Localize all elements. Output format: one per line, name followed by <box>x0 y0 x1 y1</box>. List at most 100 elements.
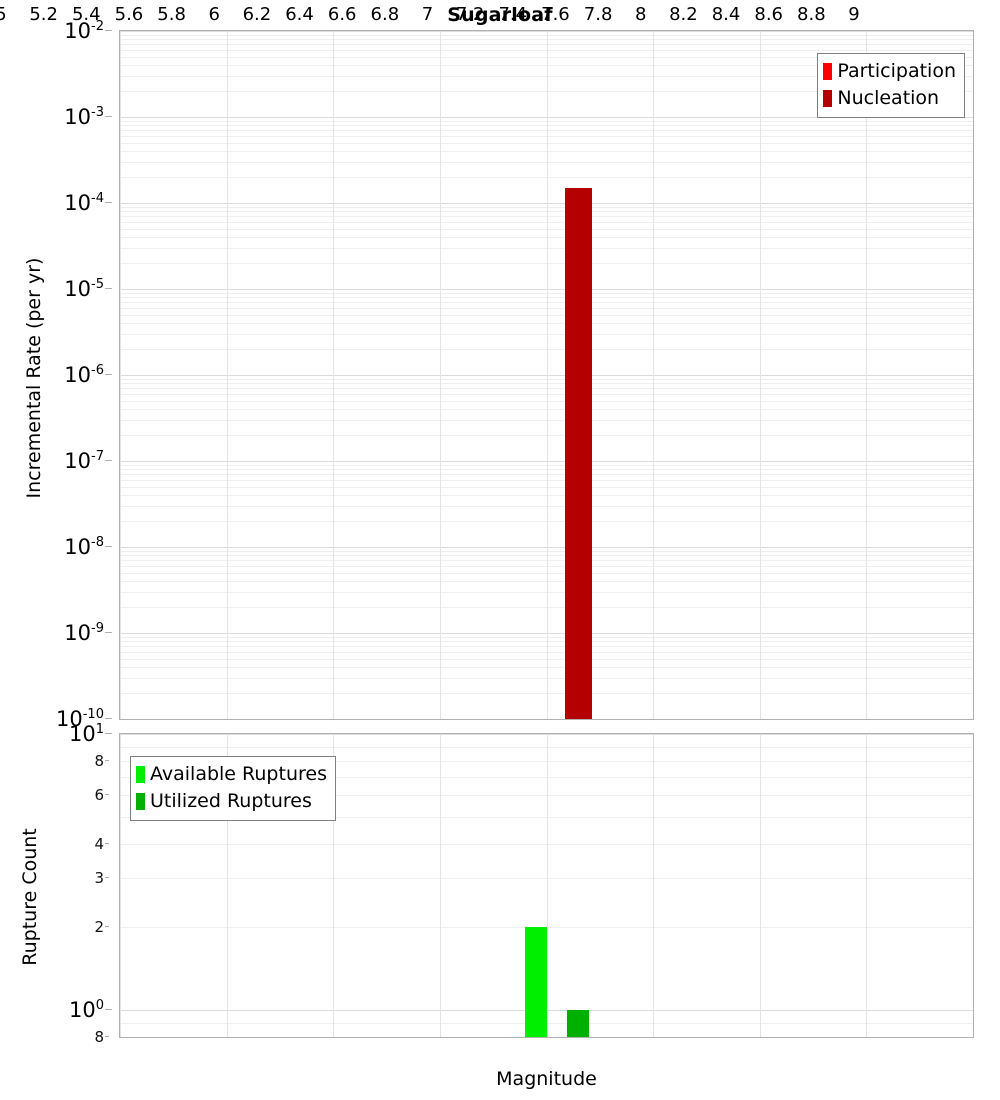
gridline-horizontal <box>120 555 973 557</box>
x-tick-label: 5.4 <box>71 4 101 25</box>
gridline-vertical <box>653 734 654 1037</box>
y-tick-label: 4 <box>94 834 104 853</box>
legend-label-available-ruptures: Available Ruptures <box>150 763 327 785</box>
legend-item-available-ruptures: Available Ruptures <box>136 761 327 788</box>
gridline-horizontal <box>120 469 973 471</box>
utilized-ruptures-swatch-icon <box>136 793 145 810</box>
y-tick-label: 10-7 <box>64 449 104 473</box>
y-tick-label: 8 <box>94 1028 104 1046</box>
gridline-horizontal <box>120 776 973 778</box>
y-tick-mark <box>105 116 112 117</box>
y-tick-mark <box>105 926 109 927</box>
x-tick-label: 7.6 <box>541 4 570 25</box>
gridline-horizontal <box>120 591 973 593</box>
x-tick-label: 8.8 <box>797 4 826 25</box>
y-tick-label: 10-6 <box>64 363 104 387</box>
gridline-vertical <box>760 734 761 1037</box>
y-axis-ticks-bottom: 101 8 6 4 3 2 100 8 <box>0 722 112 1046</box>
gridline-horizontal <box>120 795 973 797</box>
gridline-horizontal <box>120 161 973 163</box>
gridline-horizontal <box>120 843 973 845</box>
gridline-horizontal <box>120 117 973 118</box>
plot-area-top <box>120 31 973 719</box>
x-tick-label: 7.4 <box>498 4 528 25</box>
y-tick-mark <box>105 718 112 719</box>
y-tick-mark <box>105 374 112 375</box>
gridline-horizontal <box>120 658 973 660</box>
gridline-horizontal <box>120 151 973 153</box>
gridline-horizontal <box>120 31 973 32</box>
gridline-horizontal <box>120 125 973 127</box>
gridline-horizontal <box>120 435 973 437</box>
gridline-horizontal <box>120 607 973 609</box>
y-tick-mark <box>105 733 112 734</box>
gridline-horizontal <box>120 378 973 380</box>
y-tick-label: 10-5 <box>64 277 104 301</box>
gridline-horizontal <box>120 211 973 213</box>
y-tick-label: 10-8 <box>64 535 104 559</box>
gridline-horizontal <box>120 323 973 325</box>
gridline-horizontal <box>120 486 973 488</box>
page-title: Sugarloaf <box>447 4 553 26</box>
gridline-horizontal <box>120 247 973 249</box>
gridline-horizontal <box>120 130 973 132</box>
gridline-vertical <box>333 31 334 719</box>
gridline-horizontal <box>120 817 973 819</box>
gridline-horizontal <box>120 308 973 310</box>
y-tick-label: 101 <box>68 722 104 746</box>
y-tick-mark <box>105 288 112 289</box>
gridline-horizontal <box>120 228 973 230</box>
y-tick-label: 10-2 <box>64 19 104 43</box>
x-tick-label: 6.4 <box>285 4 314 25</box>
x-tick-label: 8.4 <box>711 4 741 25</box>
gridline-vertical <box>120 734 121 1037</box>
legend-item-utilized-ruptures: Utilized Ruptures <box>136 788 327 815</box>
gridline-horizontal <box>120 222 973 224</box>
y-tick-label: 10-9 <box>64 621 104 645</box>
gridline-horizontal <box>120 216 973 218</box>
gridline-horizontal <box>120 560 973 562</box>
gridline-horizontal <box>120 289 973 290</box>
gridline-horizontal <box>120 878 973 880</box>
x-tick-label: 5.2 <box>29 4 58 25</box>
gridline-horizontal <box>120 34 973 36</box>
gridline-horizontal <box>120 646 973 648</box>
gridline-horizontal <box>120 521 973 523</box>
x-axis-label: Magnitude <box>496 1068 597 1090</box>
gridline-vertical <box>333 734 334 1037</box>
gridline-horizontal <box>120 292 973 294</box>
gridline-horizontal <box>120 375 973 376</box>
gridline-horizontal <box>120 206 973 208</box>
x-tick-label: 6.2 <box>242 4 272 25</box>
legend-item-nucleation: Nucleation <box>823 85 956 112</box>
gridline-horizontal <box>120 480 973 482</box>
incremental-rate-plot: Participation Nucleation <box>119 30 974 720</box>
y-tick-label: 10-3 <box>64 105 104 129</box>
plot-area-bottom <box>120 734 973 1037</box>
bar-utilized-ruptures <box>567 1010 589 1037</box>
gridline-vertical <box>120 31 121 719</box>
y-tick-label: 8 <box>94 751 104 770</box>
y-tick-mark <box>105 843 109 844</box>
gridline-horizontal <box>120 297 973 299</box>
available-ruptures-swatch-icon <box>136 766 145 783</box>
gridline-vertical <box>547 734 548 1037</box>
gridline-horizontal <box>120 547 973 548</box>
gridline-vertical <box>440 31 441 719</box>
y-tick-mark <box>105 877 109 878</box>
x-tick-label: 7.8 <box>583 4 613 25</box>
y-tick-mark <box>105 202 112 203</box>
gridline-horizontal <box>120 388 973 390</box>
gridline-horizontal <box>120 474 973 476</box>
gridline-vertical <box>547 31 548 719</box>
gridline-horizontal <box>120 760 973 762</box>
legend-label-participation: Participation <box>837 60 956 82</box>
gridline-horizontal <box>120 550 973 552</box>
gridline-horizontal <box>120 56 973 58</box>
y-tick-mark <box>105 1036 109 1037</box>
y-axis-ticks-top: 10-2 10-3 10-4 10-5 10-6 10-7 10-8 10-9 10-10 <box>0 19 112 731</box>
gridline-vertical <box>440 734 441 1037</box>
gridline-horizontal <box>120 495 973 497</box>
gridline-vertical <box>866 31 867 719</box>
legend-label-utilized-ruptures: Utilized Ruptures <box>150 790 312 812</box>
